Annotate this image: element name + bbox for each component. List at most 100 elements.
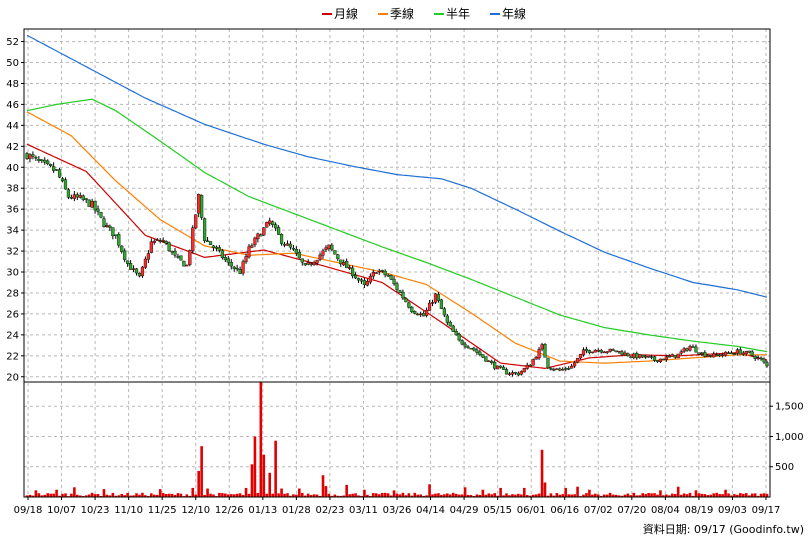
volume-bar (437, 493, 440, 497)
volume-bar (212, 494, 215, 497)
candle-body (715, 354, 719, 356)
volume-bar (668, 495, 671, 497)
volume-bar (552, 495, 556, 497)
price-tick-label: 20 (6, 372, 19, 383)
candle-body (457, 333, 461, 341)
volume-bar (499, 487, 502, 497)
candle-body (608, 348, 612, 352)
chart-legend: 月線 季線 半年 年線 (322, 6, 526, 21)
volume-bar (188, 495, 192, 497)
volume-bar (108, 495, 112, 497)
volume-bar (425, 495, 428, 497)
candle-body (647, 356, 651, 358)
volume-bar (659, 490, 662, 497)
candle-body (374, 272, 378, 274)
candle-body (235, 267, 239, 270)
price-tick-label: 44 (6, 121, 19, 132)
volume-tick-label: 1,000 (775, 432, 804, 443)
candle-body (756, 357, 760, 359)
candle-body (688, 346, 692, 351)
volume-bar (395, 493, 399, 497)
price-candles (25, 151, 769, 377)
candle-body (540, 344, 544, 350)
volume-bar (194, 494, 198, 497)
volume-bar (629, 495, 633, 497)
candle-body (679, 351, 683, 354)
candle-body (114, 234, 118, 236)
volume-bar (454, 493, 458, 497)
candle-body (202, 218, 207, 241)
candle-body (126, 260, 130, 264)
candle-body (300, 258, 304, 263)
volume-bar (372, 493, 375, 497)
candle-body (519, 371, 523, 375)
candle-body (729, 352, 734, 355)
volume-bar (327, 493, 331, 497)
candle-body (229, 262, 233, 267)
candle-body (259, 234, 263, 237)
candle-body (131, 268, 136, 270)
candle-body (327, 244, 331, 249)
volume-bar (176, 493, 180, 497)
volume-bar (280, 488, 283, 497)
volume-bar (167, 493, 171, 497)
candle-body (496, 365, 500, 370)
volume-bar (537, 493, 541, 497)
volume-bar (363, 489, 366, 497)
volume-bar (132, 495, 135, 497)
legend-label: 月線 (334, 6, 358, 21)
volume-bar (268, 472, 272, 497)
candle-body (534, 357, 538, 360)
candle-body (596, 350, 600, 352)
volume-bar (522, 487, 526, 497)
volume-bar (721, 494, 724, 497)
candle-body (466, 346, 470, 348)
candle-body (416, 313, 420, 316)
volume-bar (105, 494, 109, 497)
volume-bar (582, 494, 585, 497)
volume-bar (28, 494, 32, 497)
volume-bar (697, 493, 701, 497)
volume-bar (493, 493, 496, 497)
candle-body (404, 298, 408, 303)
volume-bar (312, 494, 316, 497)
volume-bar (138, 494, 141, 497)
volume-bar (369, 495, 372, 497)
candle-body (703, 352, 707, 357)
volume-bar (114, 495, 118, 497)
volume-bar (200, 446, 203, 497)
candle-body (398, 290, 402, 293)
date-tick-label: 11/10 (114, 505, 143, 516)
volume-bar (531, 494, 535, 497)
candle-body (475, 349, 479, 353)
candle-body (481, 354, 485, 358)
volume-bar (638, 495, 642, 497)
candle-body (738, 349, 742, 355)
volume-bar (303, 495, 307, 497)
volume-bar (135, 493, 138, 497)
candle-body (191, 227, 195, 251)
candle-body (75, 194, 79, 198)
candle-body (43, 159, 47, 163)
candle-body (238, 269, 242, 274)
volume-bar (295, 494, 298, 497)
volume-bar (235, 493, 239, 497)
candle-body (673, 355, 677, 358)
candle-body (531, 359, 535, 366)
candle-body (285, 243, 290, 246)
price-tick-label: 36 (6, 205, 19, 216)
volume-bar (64, 493, 67, 497)
volume-bar (70, 493, 73, 497)
candle-body (744, 350, 748, 354)
volume-bar (404, 495, 408, 497)
candle-body (143, 258, 147, 268)
volume-bar (448, 494, 452, 497)
candle-body (52, 166, 56, 171)
candle-body (513, 371, 517, 374)
volume-bar (383, 492, 387, 497)
volume-bar (289, 495, 292, 497)
volume-bar (241, 495, 245, 497)
volume-bar (392, 490, 396, 497)
volume-bar (591, 494, 594, 497)
candle-body (537, 349, 541, 359)
